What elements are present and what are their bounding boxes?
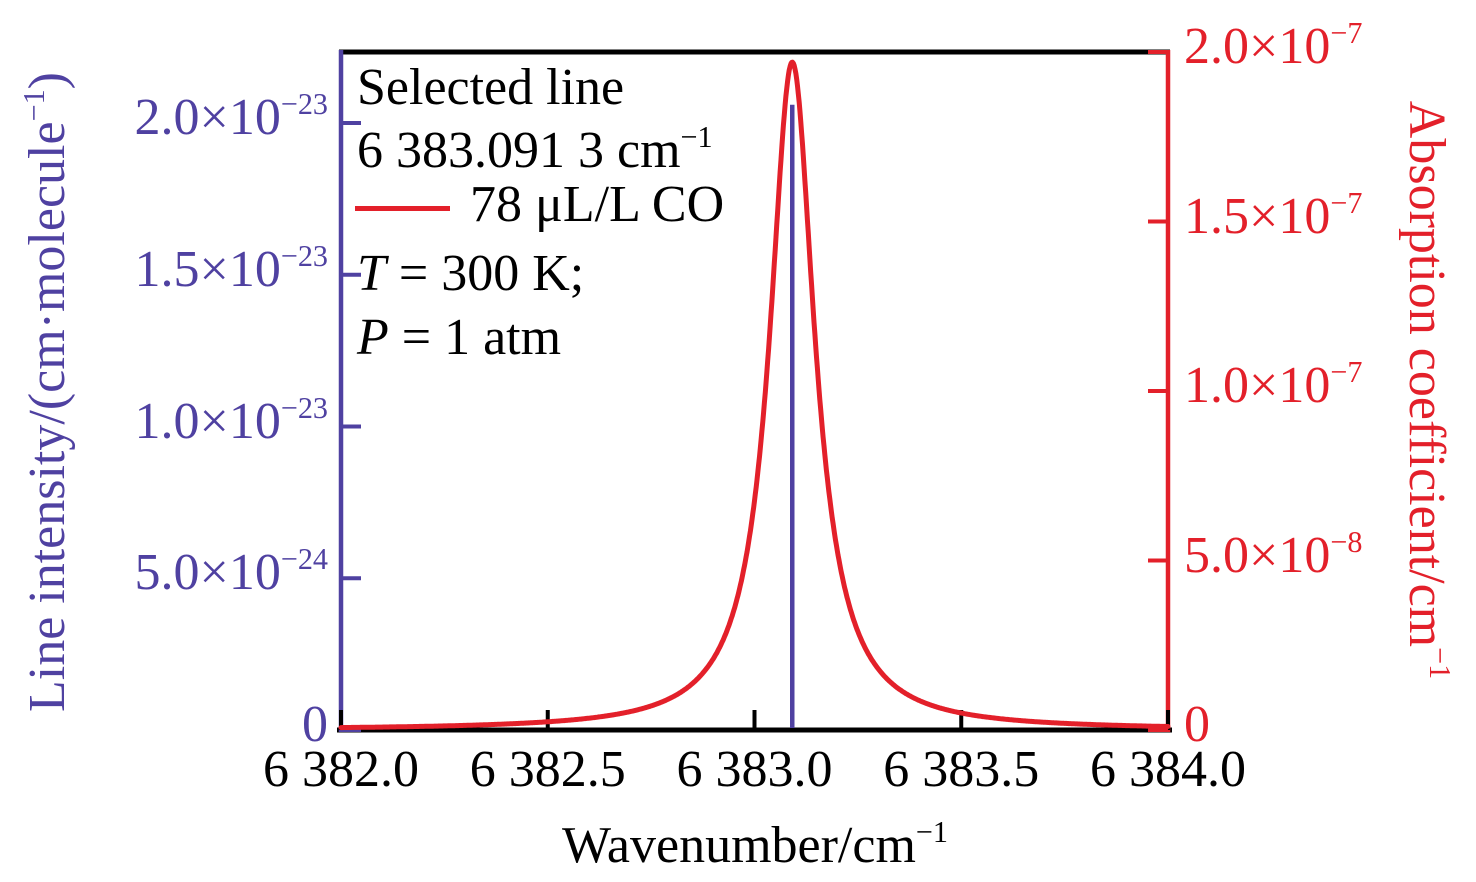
- left-tick-label: 5.0×10−24: [134, 542, 329, 602]
- legend-line-sample: [355, 206, 450, 211]
- right-tick-label: 1.5×10−7: [1184, 185, 1363, 245]
- right-tick-label: 2.0×10−7: [1184, 16, 1363, 75]
- annotation-temperature: T = 300 K;: [357, 245, 585, 302]
- legend-label: 78 μL/L CO: [470, 176, 725, 233]
- right-tick-label: 1.0×10−7: [1184, 355, 1363, 414]
- absorption-curve: [338, 59, 1171, 731]
- left-axis-title: Line intensity/(cm·molecule−1): [17, 72, 76, 713]
- x-tick-label: 6 383.0: [676, 741, 833, 798]
- x-axis-title: Wavenumber/cm−1: [562, 815, 948, 874]
- left-tick-label: 2.0×10−23: [134, 87, 329, 146]
- left-tick-label: 0: [302, 696, 328, 753]
- x-tick-label: 6 382.5: [469, 741, 626, 798]
- annotation-selected-line: Selected line: [357, 59, 625, 116]
- right-tick-label: 0: [1184, 696, 1210, 753]
- annotation-line-position: 6 383.091 3 cm−1: [357, 120, 713, 179]
- left-tick-label: 1.5×10−23: [134, 238, 329, 298]
- right-tick-label: 5.0×10−8: [1184, 524, 1363, 584]
- x-tick-label: 6 383.5: [883, 741, 1040, 798]
- x-tick-label: 6 382.0: [263, 741, 419, 798]
- annotation-pressure: P = 1 atm: [357, 309, 562, 366]
- left-tick-label: 1.0×10−23: [134, 390, 329, 450]
- x-tick-label: 6 384.0: [1090, 741, 1246, 798]
